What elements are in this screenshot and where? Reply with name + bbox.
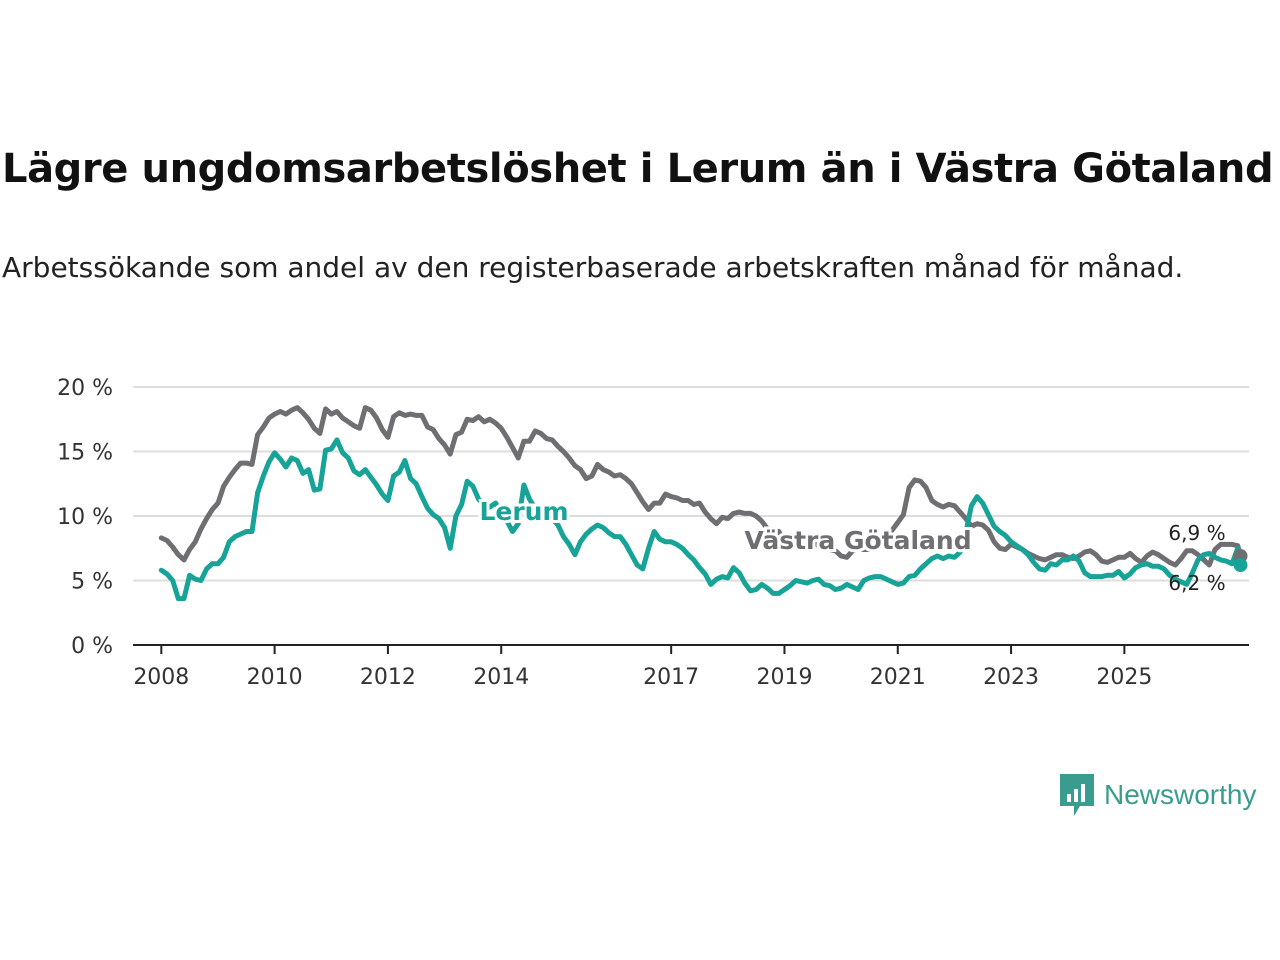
end-point-lerum [1233,558,1248,573]
x-tick-label: 2019 [756,665,812,690]
series-label-vg: Västra Götaland [744,526,971,555]
y-tick-label: 10 % [57,505,113,530]
y-tick-label: 20 % [57,376,113,401]
x-tick-label: 2010 [247,665,303,690]
x-tick-label: 2021 [870,665,926,690]
y-tick-label: 5 % [71,570,113,595]
x-tick-label: 2017 [643,665,699,690]
chart-subtitle: Arbetssökande som andel av den registerb… [2,251,1184,284]
newsworthy-logo-icon [1060,774,1094,816]
gridlines [133,386,1249,582]
x-tick-label: 2025 [1096,665,1152,690]
brand-logo: Newsworthy [1058,772,1256,818]
chart-title: Lägre ungdomsarbetslöshet i Lerum än i V… [2,146,1274,192]
brand-name: Newsworthy [1104,779,1257,810]
y-tick-label: 0 % [71,634,113,659]
x-tick-label: 2008 [133,665,189,690]
y-tick-label: 15 % [57,441,113,466]
x-tick-label: 2014 [473,665,529,690]
y-axis-ticks: 0 % 5 % 10 % 15 % 20 % [57,376,113,659]
series-labels: Lerum Västra Götaland [476,494,974,558]
series-lines [158,405,1243,602]
end-markers [1233,548,1248,573]
x-tick-label: 2023 [983,665,1039,690]
x-tick-label: 2012 [360,665,416,690]
x-axis-ticks: 2008 2010 2012 2014 2017 2019 2021 2023 2025 [133,645,1152,690]
line-chart: 0 %5 %10 %15 %20 % 2008 2010 2012 2014 2017 2… [57,376,1249,690]
end-label-lerum: 6,2 % [1168,571,1225,595]
series-label-lerum: Lerum [479,497,568,526]
end-label-vg: 6,9 % [1168,521,1225,545]
series-line-vg [158,405,1243,568]
series-line-lerum [158,437,1243,602]
